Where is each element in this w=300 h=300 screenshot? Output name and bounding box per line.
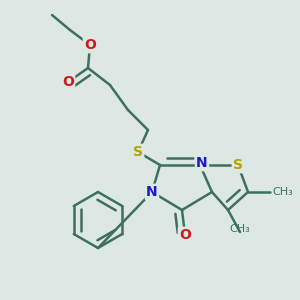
Text: N: N bbox=[146, 185, 158, 199]
Text: S: S bbox=[133, 145, 143, 159]
Text: N: N bbox=[196, 156, 208, 170]
Text: O: O bbox=[179, 228, 191, 242]
Text: O: O bbox=[84, 38, 96, 52]
Text: CH₃: CH₃ bbox=[230, 224, 250, 234]
Text: O: O bbox=[62, 75, 74, 89]
Text: CH₃: CH₃ bbox=[272, 187, 293, 197]
Text: S: S bbox=[233, 158, 243, 172]
